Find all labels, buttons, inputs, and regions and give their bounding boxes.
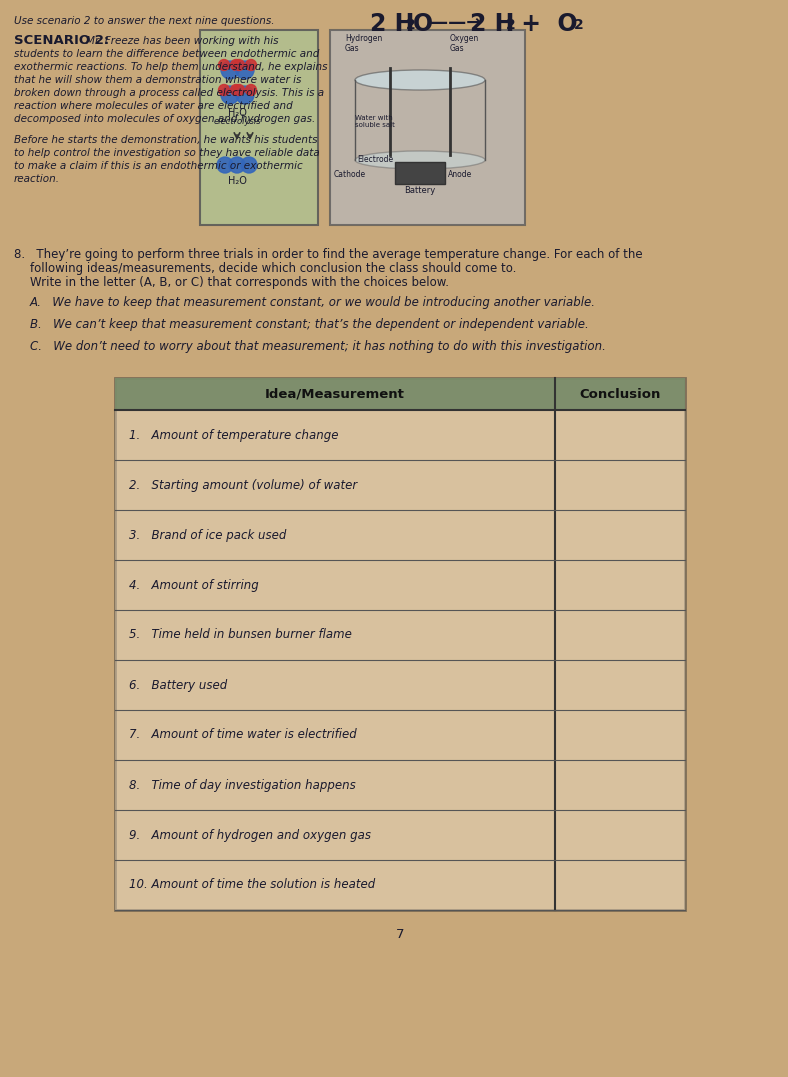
Text: reaction.: reaction. <box>14 174 60 184</box>
Text: Electrode: Electrode <box>357 155 393 164</box>
Text: Oxygen
Gas: Oxygen Gas <box>450 34 479 54</box>
Circle shape <box>241 157 257 173</box>
Text: 2 H: 2 H <box>370 12 414 36</box>
Text: 2 H: 2 H <box>470 12 515 36</box>
Text: to help control the investigation so they have reliable data: to help control the investigation so the… <box>14 148 320 158</box>
Bar <box>115 378 685 410</box>
Ellipse shape <box>355 151 485 169</box>
Bar <box>115 660 685 710</box>
Text: SCENARIO 2:: SCENARIO 2: <box>14 34 110 47</box>
Text: 8.   They’re going to perform three trials in order to find the average temperat: 8. They’re going to perform three trials… <box>14 248 643 261</box>
Text: broken down through a process called electrolysis. This is a: broken down through a process called ele… <box>14 88 324 98</box>
Circle shape <box>236 61 254 79</box>
Circle shape <box>218 84 229 96</box>
Text: 5.   Time held in bunsen burner flame: 5. Time held in bunsen burner flame <box>129 629 352 642</box>
Text: H₂O: H₂O <box>228 108 247 118</box>
Bar <box>115 760 685 810</box>
Circle shape <box>229 157 245 173</box>
Text: to make a claim if this is an endothermic or exothermic: to make a claim if this is an endothermi… <box>14 160 303 171</box>
Text: 10. Amount of time the solution is heated: 10. Amount of time the solution is heate… <box>129 879 375 892</box>
Text: Water with
soluble salt: Water with soluble salt <box>355 115 395 128</box>
Text: Anode: Anode <box>448 170 472 179</box>
Text: 1.   Amount of temperature change: 1. Amount of temperature change <box>129 429 339 442</box>
Text: H₂O: H₂O <box>228 176 247 186</box>
Text: 6.   Battery used: 6. Battery used <box>129 679 227 691</box>
Bar <box>115 610 685 660</box>
Bar <box>115 710 685 760</box>
Circle shape <box>217 157 233 173</box>
Text: Cathode: Cathode <box>334 170 366 179</box>
Text: that he will show them a demonstration where water is: that he will show them a demonstration w… <box>14 75 301 85</box>
Text: Idea/Measurement: Idea/Measurement <box>265 388 405 401</box>
Text: Write in the letter (A, B, or C) that corresponds with the choices below.: Write in the letter (A, B, or C) that co… <box>30 276 449 289</box>
Bar <box>200 30 318 225</box>
Bar <box>115 378 685 910</box>
Circle shape <box>246 84 257 96</box>
Circle shape <box>231 84 241 96</box>
Text: Hydrogen
Gas: Hydrogen Gas <box>345 34 382 54</box>
Text: 2.   Starting amount (volume) of water: 2. Starting amount (volume) of water <box>129 478 357 491</box>
Bar <box>115 861 685 910</box>
Bar <box>115 560 685 610</box>
Text: decomposed into molecules of oxygen and hydrogen gas.: decomposed into molecules of oxygen and … <box>14 114 315 124</box>
Text: 8.   Time of day investigation happens: 8. Time of day investigation happens <box>129 779 355 792</box>
Text: ——→: ——→ <box>430 14 481 32</box>
Text: students to learn the difference between endothermic and: students to learn the difference between… <box>14 48 319 59</box>
Text: Mr. Freeze has been working with his: Mr. Freeze has been working with his <box>86 36 278 46</box>
Circle shape <box>231 59 241 70</box>
Text: Use scenario 2 to answer the next nine questions.: Use scenario 2 to answer the next nine q… <box>14 16 274 26</box>
Text: reaction where molecules of water are electrified and: reaction where molecules of water are el… <box>14 101 293 111</box>
Bar <box>395 162 445 184</box>
Circle shape <box>218 59 229 70</box>
Text: following ideas/measurements, decide which conclusion the class should come to.: following ideas/measurements, decide whi… <box>30 262 516 275</box>
Circle shape <box>246 59 257 70</box>
Bar <box>115 410 685 460</box>
Circle shape <box>233 59 244 70</box>
Bar <box>115 460 685 510</box>
Text: 2: 2 <box>574 18 584 32</box>
Bar <box>115 810 685 861</box>
Text: B.   We can’t keep that measurement constant; that’s the dependent or independen: B. We can’t keep that measurement consta… <box>30 318 589 331</box>
Circle shape <box>221 86 239 104</box>
Text: exothermic reactions. To help them understand, he explains: exothermic reactions. To help them under… <box>14 62 328 72</box>
Text: Conclusion: Conclusion <box>579 388 660 401</box>
Circle shape <box>236 86 254 104</box>
Text: 2: 2 <box>406 18 416 32</box>
Text: Battery: Battery <box>404 186 436 195</box>
Text: 3.   Brand of ice pack used: 3. Brand of ice pack used <box>129 529 286 542</box>
Text: +  O: + O <box>513 12 578 36</box>
Text: 4.   Amount of stirring: 4. Amount of stirring <box>129 578 258 591</box>
Text: C.   We don’t need to worry about that measurement; it has nothing to do with th: C. We don’t need to worry about that mea… <box>30 340 606 353</box>
Circle shape <box>233 84 244 96</box>
Circle shape <box>221 61 239 79</box>
Text: 7.   Amount of time water is electrified: 7. Amount of time water is electrified <box>129 728 357 741</box>
Text: electrolysis: electrolysis <box>214 117 261 126</box>
Text: 2: 2 <box>506 18 516 32</box>
Bar <box>115 510 685 560</box>
Text: Before he starts the demonstration, he wants his students: Before he starts the demonstration, he w… <box>14 135 318 145</box>
Ellipse shape <box>355 70 485 90</box>
Text: 7: 7 <box>396 928 404 941</box>
Bar <box>330 30 525 225</box>
Text: A.   We have to keep that measurement constant, or we would be introducing anoth: A. We have to keep that measurement cons… <box>30 296 596 309</box>
Text: O: O <box>413 12 433 36</box>
Text: 9.   Amount of hydrogen and oxygen gas: 9. Amount of hydrogen and oxygen gas <box>129 828 371 841</box>
